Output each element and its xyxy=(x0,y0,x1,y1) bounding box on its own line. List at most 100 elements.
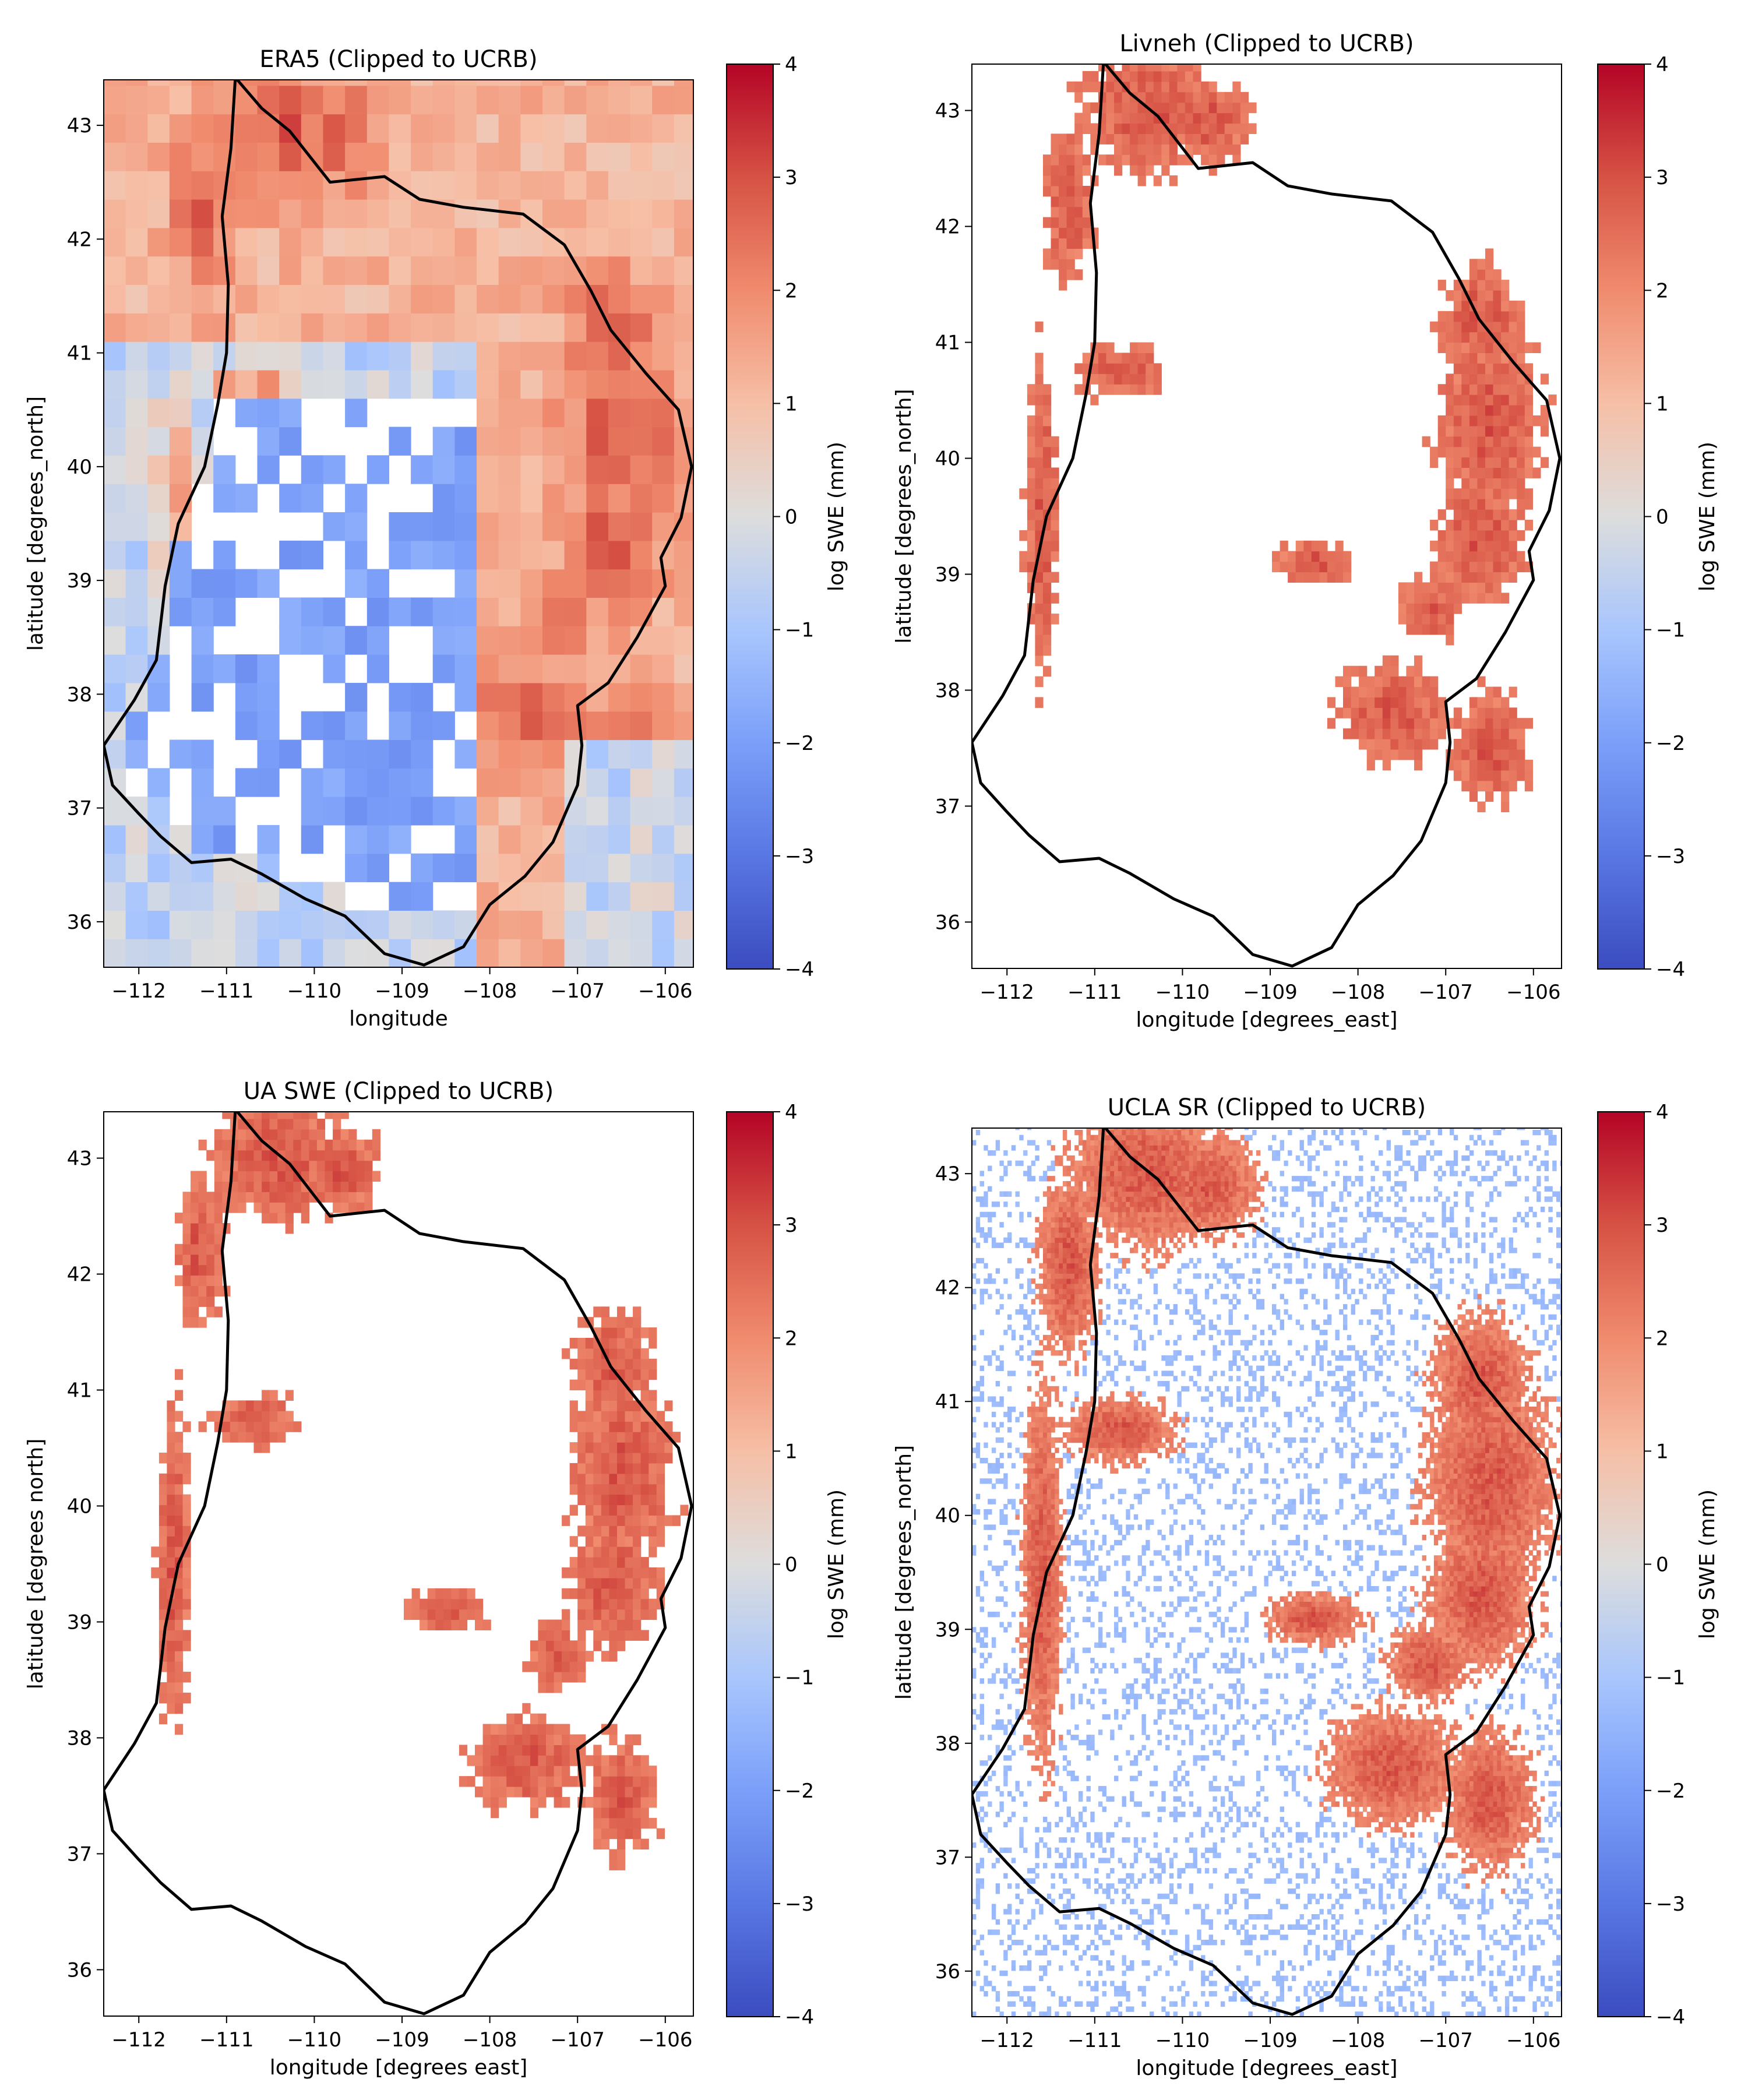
swe-cell xyxy=(1012,1145,1016,1150)
swe-cell xyxy=(1477,697,1485,708)
swe-cell xyxy=(1509,415,1517,427)
swe-cell xyxy=(625,1818,633,1829)
swe-cell xyxy=(1146,92,1154,103)
swe-cell xyxy=(475,1787,483,1798)
swe-cell xyxy=(1438,582,1446,593)
swe-cell xyxy=(1422,436,1430,448)
swe-cell xyxy=(222,1432,230,1443)
swe-cell xyxy=(1035,499,1043,510)
swe-cell xyxy=(1027,1386,1031,1391)
swe-cell xyxy=(630,825,653,854)
swe-cell xyxy=(1043,1273,1047,1278)
swe-cell xyxy=(1154,374,1162,385)
swe-cell xyxy=(230,1192,238,1203)
swe-cell xyxy=(454,313,477,341)
swe-cell xyxy=(1043,1673,1047,1679)
swe-cell xyxy=(1461,447,1469,458)
swe-cell xyxy=(1485,280,1493,291)
swe-cell xyxy=(1087,1278,1091,1284)
swe-cell xyxy=(1043,1489,1047,1494)
swe-cell xyxy=(1446,322,1454,333)
swe-cell xyxy=(657,1453,665,1464)
swe-cell xyxy=(1043,1524,1047,1530)
swe-cell xyxy=(183,1453,191,1464)
swe-cell xyxy=(254,1171,262,1182)
swe-cell xyxy=(345,370,367,399)
swe-cell xyxy=(1067,1278,1071,1284)
swe-cell xyxy=(617,1453,625,1464)
swe-cell xyxy=(1039,1750,1043,1756)
swe-cell xyxy=(1232,82,1240,93)
swe-cell xyxy=(1059,1330,1063,1335)
swe-cell xyxy=(1035,614,1043,625)
colorbar-gradient xyxy=(1598,64,1644,969)
swe-cell xyxy=(617,1807,625,1819)
swe-cell xyxy=(1083,1432,1087,1437)
swe-cell xyxy=(499,711,521,740)
swe-cell xyxy=(1043,614,1051,625)
swe-cell xyxy=(1067,1304,1071,1309)
swe-cell xyxy=(1327,551,1335,562)
swe-cell xyxy=(1087,1560,1091,1566)
swe-cell xyxy=(1517,760,1525,771)
swe-cell xyxy=(159,1693,167,1704)
swe-cell xyxy=(1079,2002,1083,2007)
swe-cell xyxy=(389,313,411,341)
swe-cell xyxy=(499,114,521,143)
swe-cell xyxy=(586,199,608,228)
swe-cell xyxy=(625,1400,633,1411)
swe-cell xyxy=(1083,1278,1087,1284)
swe-cell xyxy=(279,341,301,370)
swe-cell xyxy=(286,1150,294,1161)
swe-cell xyxy=(1023,1566,1027,1571)
swe-cell xyxy=(972,1842,976,1848)
swe-cell xyxy=(1027,1315,1031,1320)
swe-cell xyxy=(1043,1750,1047,1756)
swe-cell xyxy=(1043,1437,1047,1443)
swe-cell xyxy=(1493,499,1502,510)
swe-cell xyxy=(345,541,367,569)
swe-cell xyxy=(1493,781,1502,792)
swe-cell xyxy=(1055,1643,1059,1648)
swe-cell xyxy=(1074,1925,1079,1930)
swe-cell xyxy=(586,825,608,854)
swe-cell xyxy=(325,1192,333,1203)
swe-cell xyxy=(1063,1227,1067,1232)
swe-cell xyxy=(1047,1822,1051,1827)
swe-cell xyxy=(1067,1166,1071,1171)
swe-cell xyxy=(601,1755,609,1766)
swe-cell xyxy=(1477,499,1485,510)
swe-cell xyxy=(1063,1196,1067,1201)
swe-cell xyxy=(443,1588,452,1599)
swe-cell xyxy=(1209,124,1217,135)
swe-cell xyxy=(1051,1478,1055,1484)
swe-cell xyxy=(1051,1145,1055,1150)
swe-cell xyxy=(608,256,630,285)
swe-cell xyxy=(1383,760,1391,771)
swe-cell xyxy=(1485,248,1493,259)
swe-cell xyxy=(1043,1694,1047,1699)
swe-cell xyxy=(1383,656,1391,667)
swe-cell xyxy=(1493,697,1502,708)
swe-cell xyxy=(1406,739,1414,750)
swe-cell xyxy=(238,1150,246,1161)
swe-cell xyxy=(477,910,499,939)
swe-cell xyxy=(1063,1361,1067,1366)
swe-cell xyxy=(1019,1832,1023,1837)
swe-cell xyxy=(1485,488,1493,499)
swe-cell xyxy=(238,1161,246,1172)
swe-cell xyxy=(1122,133,1130,145)
swe-cell xyxy=(1438,530,1446,541)
swe-cell xyxy=(562,1661,570,1672)
swe-cell xyxy=(1027,436,1035,448)
swe-cell xyxy=(372,1140,380,1151)
swe-cell xyxy=(520,768,542,797)
swe-cell xyxy=(1051,614,1059,625)
swe-cell xyxy=(1090,1955,1094,1960)
swe-cell xyxy=(1027,1355,1031,1361)
swe-cell xyxy=(1225,92,1233,103)
swe-cell xyxy=(1043,635,1051,646)
swe-cell xyxy=(988,1735,992,1740)
swe-cell xyxy=(1043,1299,1047,1304)
swe-cell xyxy=(988,1524,992,1530)
